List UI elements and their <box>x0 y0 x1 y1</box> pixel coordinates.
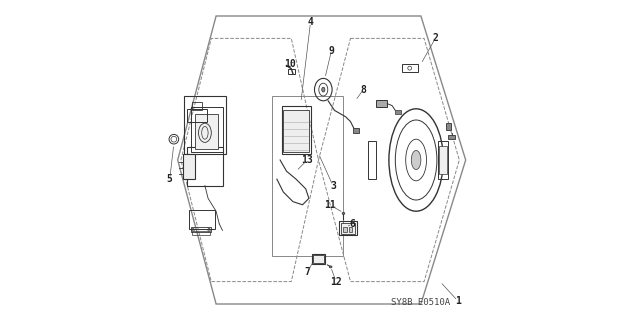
Ellipse shape <box>342 212 345 214</box>
Text: 2: 2 <box>433 33 438 44</box>
Bar <box>402 64 418 72</box>
Bar <box>192 231 210 235</box>
Ellipse shape <box>329 266 332 268</box>
Bar <box>447 123 451 130</box>
Text: 1: 1 <box>455 296 461 306</box>
Bar <box>196 114 218 149</box>
Text: 10: 10 <box>284 59 296 69</box>
Text: 13: 13 <box>301 155 313 165</box>
Text: 12: 12 <box>330 276 342 287</box>
Bar <box>448 135 455 139</box>
Bar <box>282 106 310 154</box>
Bar <box>376 100 387 107</box>
Text: 11: 11 <box>324 200 336 210</box>
Bar <box>184 96 225 154</box>
Text: SY8B E0510A: SY8B E0510A <box>390 298 450 307</box>
Bar <box>272 96 343 256</box>
Bar <box>396 110 401 114</box>
Text: 4: 4 <box>308 17 313 28</box>
Text: 6: 6 <box>349 219 355 229</box>
Bar <box>313 255 324 263</box>
Text: 8: 8 <box>361 84 366 95</box>
Bar <box>353 128 359 133</box>
Bar <box>288 69 295 74</box>
Bar <box>192 102 202 110</box>
Bar <box>349 227 352 232</box>
Ellipse shape <box>322 87 325 92</box>
Bar <box>343 227 347 232</box>
Text: 7: 7 <box>304 267 310 277</box>
Bar <box>312 254 325 264</box>
Bar <box>438 141 448 179</box>
Bar <box>341 223 355 234</box>
Bar <box>368 141 376 179</box>
Bar <box>182 154 196 179</box>
Text: 5: 5 <box>167 174 173 184</box>
Bar <box>440 146 447 174</box>
Bar <box>283 110 309 152</box>
Bar <box>190 227 211 232</box>
Bar <box>187 147 222 186</box>
Ellipse shape <box>412 150 421 170</box>
Text: 3: 3 <box>330 180 336 191</box>
Bar <box>190 107 222 152</box>
Text: 9: 9 <box>328 46 334 56</box>
Bar <box>187 109 206 122</box>
Bar <box>189 210 215 229</box>
Bar <box>340 221 357 235</box>
